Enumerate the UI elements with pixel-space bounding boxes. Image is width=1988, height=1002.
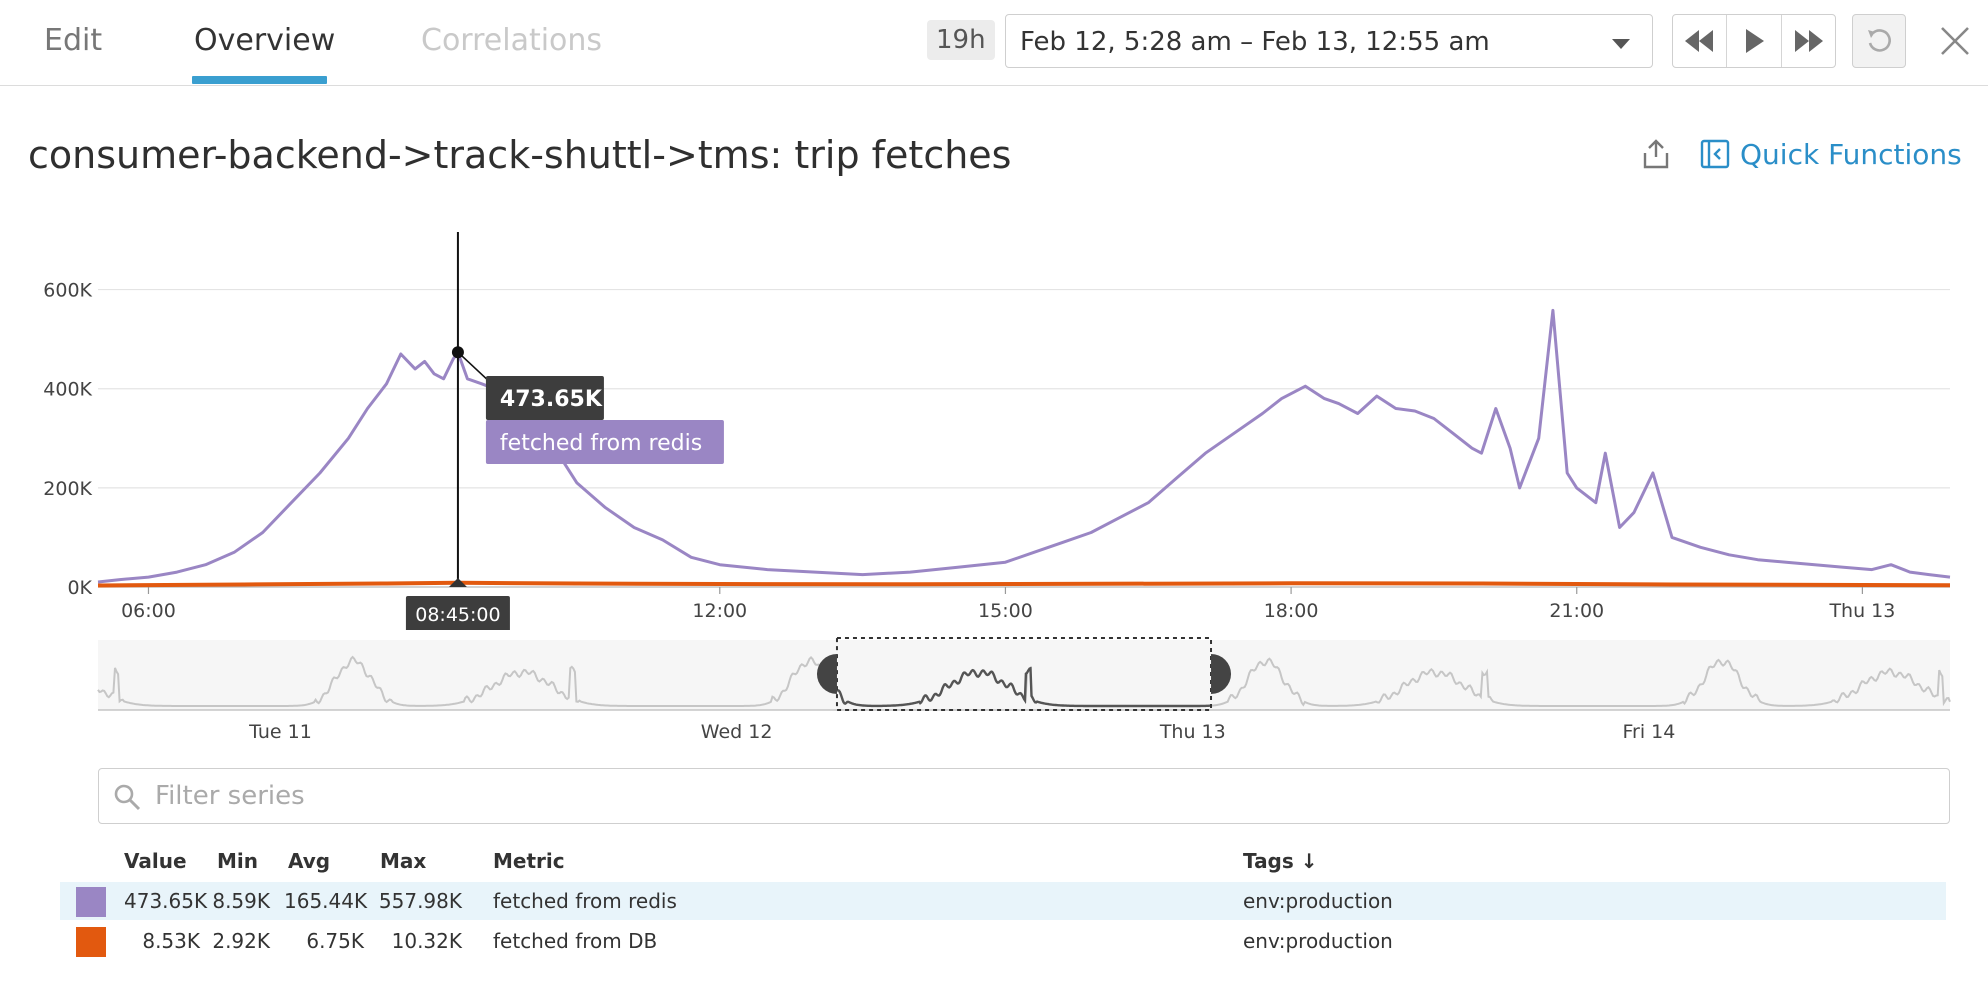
row-avg: 6.75K <box>306 929 364 953</box>
time-range-select[interactable]: Feb 12, 5:28 am – Feb 13, 12:55 am <box>1005 14 1653 68</box>
row-min: 8.59K <box>212 889 270 913</box>
series-line-db <box>97 580 1951 588</box>
search-icon <box>114 784 141 811</box>
table-row[interactable]: 8.53K 2.92K 6.75K 10.32K fetched from DB… <box>60 922 1946 960</box>
row-metric: fetched from redis <box>493 889 677 913</box>
row-metric: fetched from DB <box>493 929 658 953</box>
series-color-swatch <box>76 887 106 917</box>
x-tick-label: Thu 13 <box>1828 600 1895 622</box>
row-avg: 165.44K <box>284 889 368 913</box>
tooltip-value: 473.65K <box>500 387 603 412</box>
playback-controls <box>1672 14 1836 68</box>
reset-icon <box>1868 29 1891 52</box>
x-tick-label: 06:00 <box>121 600 176 622</box>
top-bar: Edit Overview Correlations 19h Feb 12, 5… <box>0 0 1988 86</box>
tooltip-series-name: fetched from redis <box>500 431 702 456</box>
x-tick-label: 12:00 <box>692 600 747 622</box>
navigator-day-label: Thu 13 <box>1159 721 1226 743</box>
play-button[interactable] <box>1727 15 1782 67</box>
navigator-day-label: Tue 11 <box>248 721 312 743</box>
navigator-handle-left[interactable] <box>816 654 837 694</box>
rewind-icon <box>1684 30 1713 52</box>
reset-button[interactable] <box>1852 14 1906 68</box>
crosshair-pointer <box>448 578 467 587</box>
tab-overview[interactable]: Overview <box>194 23 336 58</box>
quick-functions-label: Quick Functions <box>1740 137 1962 171</box>
header-metric[interactable]: Metric <box>493 849 565 873</box>
filter-series-field[interactable] <box>98 768 1950 824</box>
header-value[interactable]: Value <box>124 849 187 873</box>
chevron-down-icon <box>1612 39 1630 49</box>
time-range-badge: 19h <box>927 20 995 60</box>
graph-title: consumer-backend->track-shuttl->tms: tri… <box>28 133 1012 177</box>
tooltip-leader <box>457 351 489 381</box>
close-button[interactable] <box>1934 20 1976 62</box>
share-button[interactable] <box>1638 136 1674 172</box>
crosshair-time-label: 08:45:00 <box>415 604 500 626</box>
series-line-redis <box>97 308 1951 584</box>
y-tick-label: 200K <box>43 478 92 500</box>
x-tick-label: 18:00 <box>1264 600 1319 622</box>
navigator-handle-right[interactable] <box>1211 654 1232 694</box>
y-tick-label: 600K <box>43 280 92 302</box>
timeseries-chart[interactable]: 0K 200K 400K 600K 06:00 12:00 15:00 18:00 21:00 T… <box>0 220 1988 630</box>
y-tick-label: 0K <box>67 577 92 599</box>
header-avg[interactable]: Avg <box>288 849 331 873</box>
close-icon <box>1941 27 1969 55</box>
play-icon <box>1745 29 1764 53</box>
tab-correlations[interactable]: Correlations <box>421 23 603 58</box>
quick-functions-icon <box>1700 139 1730 169</box>
header-max[interactable]: Max <box>380 849 427 873</box>
tooltip-series-box <box>485 420 724 464</box>
tooltip-value-box <box>485 376 604 420</box>
time-navigator[interactable]: Tue 11 Wed 12 Thu 13 Fri 14 <box>0 630 1988 750</box>
row-value: 8.53K <box>142 929 200 953</box>
header-min[interactable]: Min <box>217 849 258 873</box>
table-header: Value Min Avg Max Metric Tags ↓ <box>60 842 1946 880</box>
x-tick-label: 15:00 <box>978 600 1033 622</box>
table-row[interactable]: 473.65K 8.59K 165.44K 557.98K fetched fr… <box>60 882 1946 920</box>
row-min: 2.92K <box>212 929 270 953</box>
tab-edit[interactable]: Edit <box>44 23 103 58</box>
fast-forward-icon <box>1795 30 1824 52</box>
row-value: 473.65K <box>124 889 208 913</box>
navigator-selected-line <box>836 666 1212 708</box>
time-range-text: Feb 12, 5:28 am – Feb 13, 12:55 am <box>1020 27 1490 57</box>
row-max: 557.98K <box>378 889 462 913</box>
rewind-button[interactable] <box>1673 15 1728 67</box>
series-table: Value Min Avg Max Metric Tags ↓ 473.65K … <box>60 842 1946 960</box>
navigator-day-label: Fri 14 <box>1623 721 1676 743</box>
quick-functions-button[interactable]: Quick Functions <box>1700 132 1962 176</box>
row-tags: env:production <box>1243 889 1393 913</box>
navigator-day-label: Wed 12 <box>701 721 773 743</box>
header-tags[interactable]: Tags ↓ <box>1243 849 1318 873</box>
share-icon <box>1643 139 1669 169</box>
x-tick-label: 21:00 <box>1549 600 1604 622</box>
active-tab-indicator <box>192 76 327 84</box>
fast-forward-button[interactable] <box>1782 15 1835 67</box>
series-color-swatch <box>76 927 106 957</box>
row-tags: env:production <box>1243 929 1393 953</box>
filter-series-input[interactable] <box>155 769 1935 823</box>
row-max: 10.32K <box>391 929 462 953</box>
crosshair-time-box <box>405 596 510 630</box>
y-tick-label: 400K <box>43 379 92 401</box>
